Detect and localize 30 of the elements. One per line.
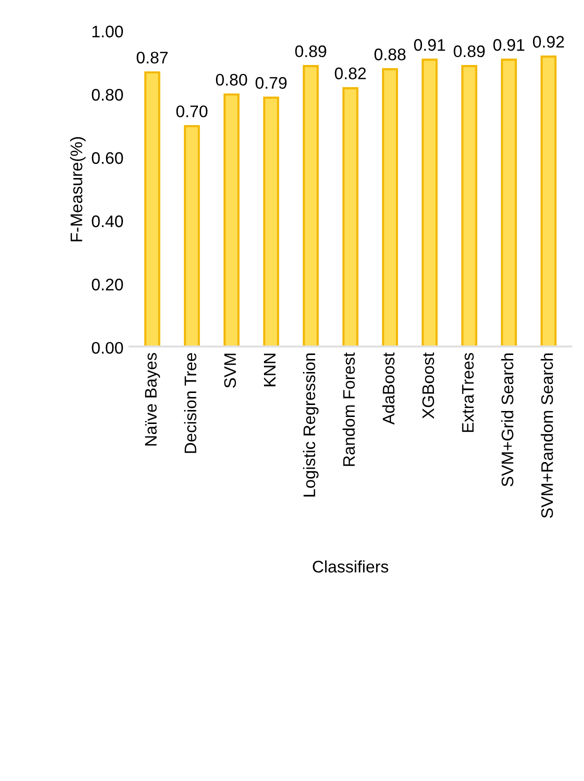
y-tick-label: 0.60 — [92, 152, 123, 164]
data-label: 0.89 — [454, 45, 485, 58]
x-tick-label: Logistic Regression — [303, 353, 319, 496]
y-tick-label: 0.00 — [92, 342, 123, 354]
y-tick-label: 0.20 — [92, 278, 123, 290]
x-tick-label: SVM — [224, 354, 236, 388]
data-label: 0.89 — [295, 45, 326, 58]
data-label: 0.91 — [493, 39, 524, 51]
data-label: 0.91 — [414, 39, 446, 51]
data-label: 0.88 — [374, 48, 406, 60]
x-tick-label: XGBoost — [422, 352, 434, 419]
y-axis-title: F-Measure(%) — [70, 137, 86, 242]
x-tick-label: SVM+Grid Search — [501, 353, 514, 486]
data-label: 0.92 — [532, 36, 564, 48]
data-label: 0.87 — [136, 52, 168, 64]
x-tick-label: KNN — [264, 354, 276, 386]
x-tick-label: Random Forest — [342, 352, 355, 466]
x-axis-title: Classifiers — [312, 560, 388, 573]
x-tick-label: Decision Tree — [184, 353, 196, 453]
data-label: 0.80 — [216, 74, 248, 86]
y-tick-label: 0.80 — [92, 88, 123, 101]
data-label: 0.70 — [176, 105, 208, 118]
y-tick-label: 0.40 — [92, 215, 123, 228]
x-tick-label: SVM+Random Search — [540, 353, 554, 518]
data-label: 0.82 — [334, 68, 366, 80]
x-tick-label: ExtraTrees — [462, 353, 474, 432]
y-tick-label: 1.00 — [92, 26, 123, 38]
x-tick-label: AdaBoost — [382, 352, 395, 425]
x-tick-label: Naïve Bayes — [145, 353, 160, 446]
data-label: 0.79 — [256, 77, 287, 89]
